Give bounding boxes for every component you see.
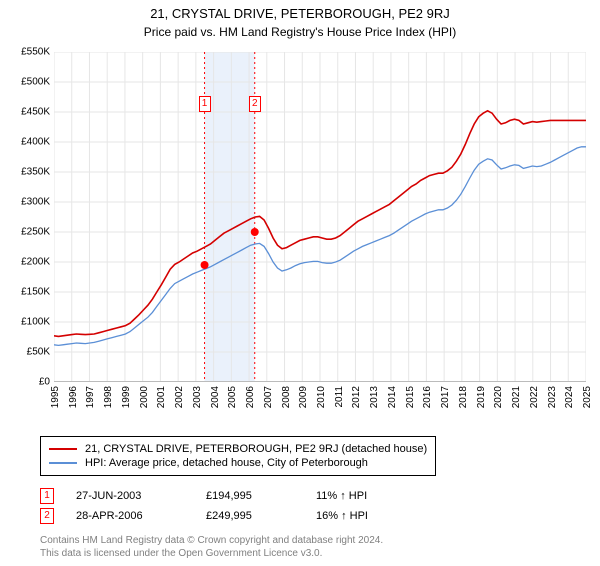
y-axis-label: £550K	[0, 47, 50, 58]
y-axis-label: £100K	[0, 317, 50, 328]
chart-area: 12	[54, 52, 586, 382]
x-axis-label: 1996	[68, 386, 79, 408]
y-axis-label: £400K	[0, 137, 50, 148]
footer-attribution: Contains HM Land Registry data © Crown c…	[40, 534, 383, 560]
x-axis-label: 2016	[422, 386, 433, 408]
x-axis-label: 2020	[493, 386, 504, 408]
y-axis-label: £500K	[0, 77, 50, 88]
y-axis-label: £50K	[0, 347, 50, 358]
sale-marker-box: 1	[199, 96, 211, 112]
y-axis-label: £350K	[0, 167, 50, 178]
x-axis-label: 2015	[405, 386, 416, 408]
x-axis-label: 2024	[564, 386, 575, 408]
y-axis-label: £150K	[0, 287, 50, 298]
x-axis-label: 1999	[121, 386, 132, 408]
x-axis-label: 2007	[263, 386, 274, 408]
y-axis-label: £250K	[0, 227, 50, 238]
x-axis-label: 2009	[298, 386, 309, 408]
legend-swatch	[49, 448, 77, 450]
y-axis-label: £0	[0, 377, 50, 388]
footer-line: Contains HM Land Registry data © Crown c…	[40, 534, 383, 547]
x-axis-label: 2004	[210, 386, 221, 408]
sale-price: £249,995	[206, 510, 316, 522]
x-axis-label: 2000	[139, 386, 150, 408]
y-axis-label: £300K	[0, 197, 50, 208]
x-axis-label: 2010	[316, 386, 327, 408]
y-axis-label: £450K	[0, 107, 50, 118]
legend-item: 21, CRYSTAL DRIVE, PETERBOROUGH, PE2 9RJ…	[49, 443, 427, 455]
legend-label: HPI: Average price, detached house, City…	[85, 457, 368, 469]
table-row: 1 27-JUN-2003 £194,995 11% ↑ HPI	[40, 488, 436, 504]
sale-vs-hpi: 11% ↑ HPI	[316, 490, 436, 502]
footer-line: This data is licensed under the Open Gov…	[40, 547, 383, 560]
x-axis-label: 1997	[85, 386, 96, 408]
line-chart	[54, 52, 586, 382]
x-axis-label: 2021	[511, 386, 522, 408]
x-axis-label: 2001	[156, 386, 167, 408]
chart-titles: 21, CRYSTAL DRIVE, PETERBOROUGH, PE2 9RJ…	[0, 6, 600, 39]
sale-date: 28-APR-2006	[76, 510, 206, 522]
x-axis-label: 2014	[387, 386, 398, 408]
legend-item: HPI: Average price, detached house, City…	[49, 457, 427, 469]
legend: 21, CRYSTAL DRIVE, PETERBOROUGH, PE2 9RJ…	[40, 436, 436, 476]
title-subtitle: Price paid vs. HM Land Registry's House …	[0, 25, 600, 39]
x-axis-label: 1995	[50, 386, 61, 408]
title-address: 21, CRYSTAL DRIVE, PETERBOROUGH, PE2 9RJ	[0, 6, 600, 21]
y-axis-label: £200K	[0, 257, 50, 268]
x-axis-label: 2019	[476, 386, 487, 408]
x-axis-label: 2023	[547, 386, 558, 408]
x-axis-label: 2006	[245, 386, 256, 408]
sale-marker-badge: 2	[40, 508, 54, 524]
table-row: 2 28-APR-2006 £249,995 16% ↑ HPI	[40, 508, 436, 524]
x-axis-label: 2018	[458, 386, 469, 408]
x-axis-label: 2002	[174, 386, 185, 408]
x-axis-label: 2013	[369, 386, 380, 408]
x-axis-label: 1998	[103, 386, 114, 408]
sale-price: £194,995	[206, 490, 316, 502]
sale-vs-hpi: 16% ↑ HPI	[316, 510, 436, 522]
legend-swatch	[49, 462, 77, 464]
x-axis-label: 2011	[334, 386, 345, 408]
sales-table: 1 27-JUN-2003 £194,995 11% ↑ HPI 2 28-AP…	[40, 484, 436, 528]
x-axis-label: 2008	[281, 386, 292, 408]
x-axis-label: 2003	[192, 386, 203, 408]
x-axis-label: 2005	[227, 386, 238, 408]
x-axis-label: 2017	[440, 386, 451, 408]
x-axis-label: 2025	[582, 386, 593, 408]
x-axis-label: 2012	[351, 386, 362, 408]
x-axis-label: 2022	[529, 386, 540, 408]
legend-label: 21, CRYSTAL DRIVE, PETERBOROUGH, PE2 9RJ…	[85, 443, 427, 455]
sale-marker-badge: 1	[40, 488, 54, 504]
sale-marker-box: 2	[249, 96, 261, 112]
sale-date: 27-JUN-2003	[76, 490, 206, 502]
